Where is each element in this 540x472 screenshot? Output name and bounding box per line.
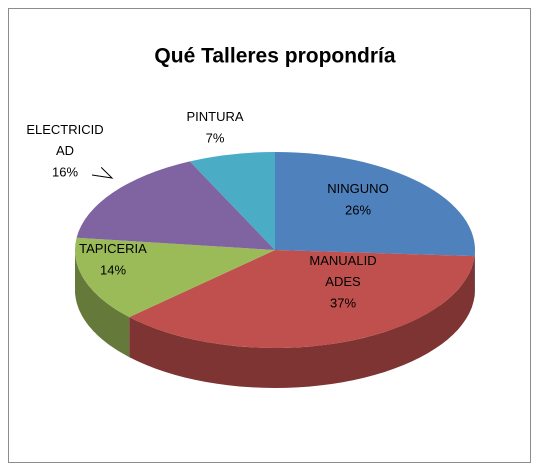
slice: [129, 250, 475, 348]
value-label: 37%: [330, 295, 356, 310]
slice: [75, 237, 276, 318]
slice: [275, 152, 475, 257]
value-label: 16%: [52, 164, 78, 179]
slice-side: [129, 256, 475, 388]
slice: [189, 152, 275, 250]
leader-line: [91, 167, 114, 179]
label-line: ELECTRICID: [26, 122, 103, 137]
value-label: 7%: [206, 130, 225, 145]
chart-title: Qué Talleres propondría: [154, 45, 395, 68]
label-line: NINGUNO: [327, 181, 388, 196]
label-line: PINTURA: [186, 109, 243, 124]
label-line: TAPICERIA: [79, 241, 147, 256]
data-label: MANUALID ADES: [309, 253, 376, 289]
slice-side: [75, 250, 130, 358]
value-label: 14%: [100, 262, 126, 277]
label-line: ADES: [325, 274, 361, 289]
data-label: PINTURA: [186, 109, 243, 124]
label-line: AD: [56, 143, 74, 158]
data-label: TAPICERIA: [79, 241, 147, 256]
value-label: 26%: [345, 202, 371, 217]
label-line: MANUALID: [309, 253, 376, 268]
data-label: NINGUNO: [327, 181, 388, 196]
data-label: ELECTRICID AD: [26, 122, 103, 158]
slice: [76, 161, 275, 250]
